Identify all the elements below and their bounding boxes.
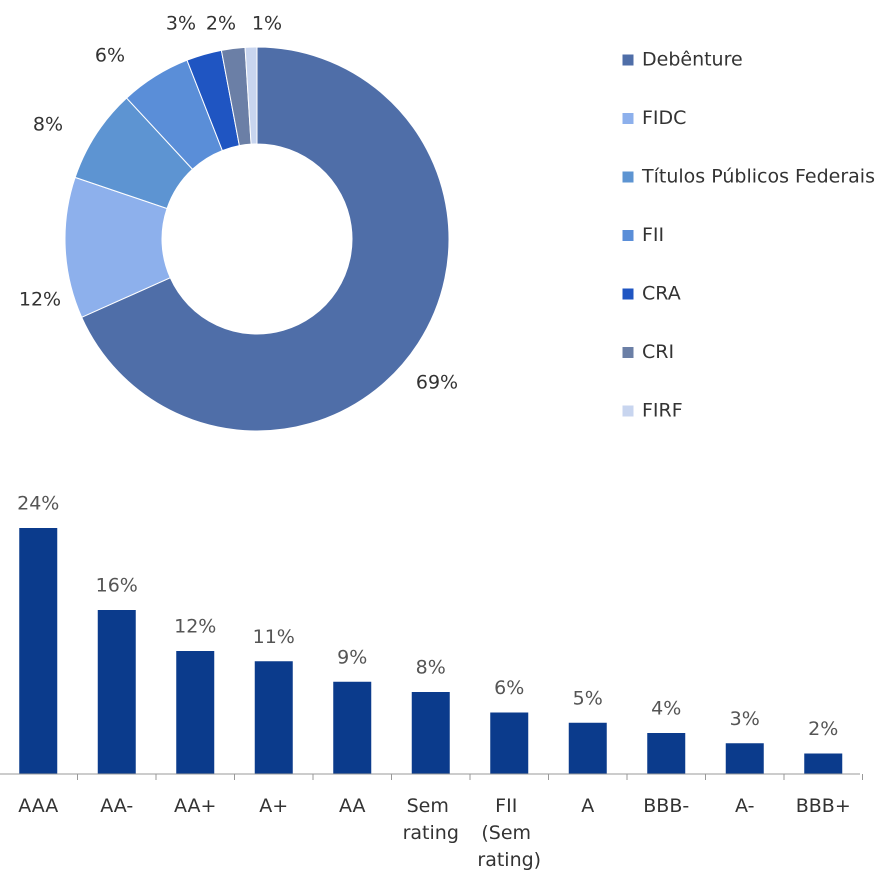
donut-slice [81, 46, 450, 432]
slice-label: 3% [166, 13, 196, 35]
value-label: 9% [337, 646, 367, 668]
x-tick-label: A [581, 795, 594, 817]
x-tick-label: Sem rating [403, 795, 459, 844]
legend-label: CRI [642, 341, 674, 363]
x-tick-label: AA+ [174, 795, 216, 817]
legend-label: CRA [642, 283, 681, 305]
x-tick-label: FII (Sem rating) [477, 795, 541, 871]
donut-slice [244, 46, 258, 145]
legend-swatch [621, 112, 635, 125]
slice-label: 2% [206, 13, 236, 35]
x-tick-label: AAA [18, 795, 58, 817]
slice-label: 8% [33, 114, 63, 136]
legend-label: FIRF [642, 400, 683, 422]
legend-swatch [621, 287, 635, 301]
bar [333, 681, 372, 774]
legend-swatch [621, 346, 635, 359]
bar [647, 733, 686, 774]
slice-label: 69% [416, 372, 458, 394]
bar [725, 743, 764, 774]
legend-swatch [621, 404, 635, 418]
value-label: 16% [96, 575, 138, 597]
x-tick-label: BBB- [643, 795, 689, 817]
legend-swatch [621, 170, 635, 184]
x-tick-label: AA- [100, 795, 133, 817]
bar [411, 692, 450, 774]
value-label: 12% [174, 616, 216, 638]
value-label: 4% [651, 698, 681, 720]
value-label: 5% [573, 687, 603, 709]
slice-label: 1% [252, 13, 282, 35]
legend-label: Títulos Públicos Federais [641, 166, 875, 188]
value-label: 11% [253, 626, 295, 648]
value-label: 8% [416, 657, 446, 679]
value-label: 24% [17, 493, 59, 515]
legend-label: FII [642, 224, 664, 246]
bar [568, 722, 607, 774]
value-label: 2% [808, 718, 838, 740]
x-tick-label: A+ [259, 795, 288, 817]
x-tick-label: A- [735, 795, 754, 817]
bar [19, 528, 58, 774]
legend-swatch [621, 229, 635, 242]
bar [176, 651, 215, 774]
legend-label: Debênture [642, 49, 743, 71]
bar [490, 712, 529, 774]
value-label: 6% [494, 677, 524, 699]
bar [97, 610, 136, 774]
x-tick-label: BBB+ [796, 795, 851, 817]
bar [254, 661, 293, 774]
value-label: 3% [730, 708, 760, 730]
slice-label: 12% [19, 289, 61, 311]
x-tick-label: AA [339, 795, 366, 817]
slice-label: 6% [95, 45, 125, 67]
legend-label: FIDC [642, 107, 686, 129]
bar [804, 753, 843, 774]
legend-swatch [621, 53, 635, 67]
